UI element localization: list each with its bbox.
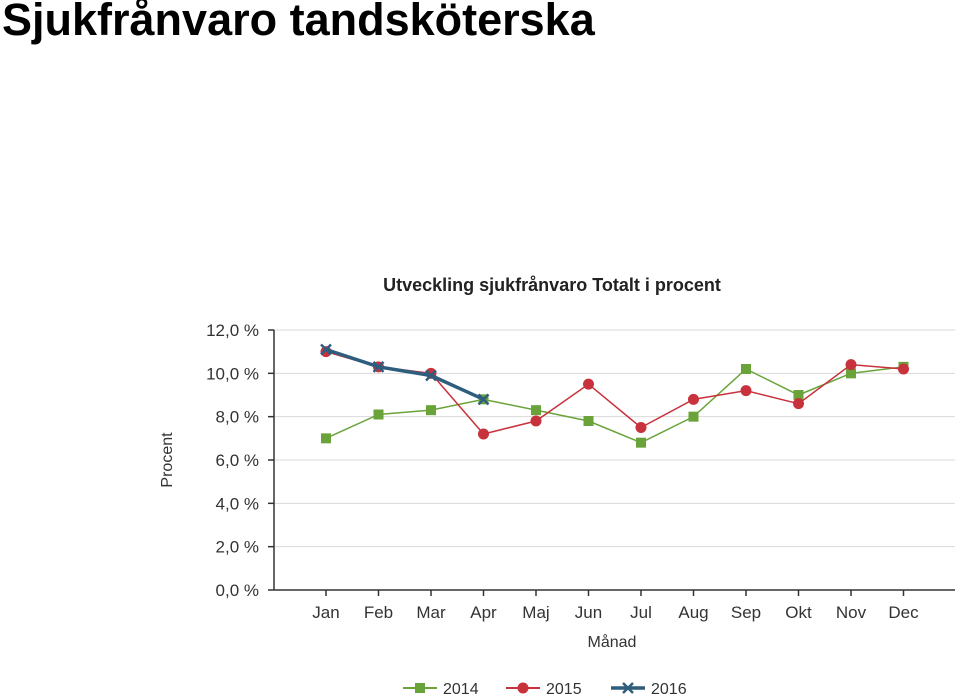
x-tick-label: Dec [888, 603, 919, 622]
x-tick-label: Feb [364, 603, 393, 622]
legend-label: 2016 [651, 681, 687, 695]
series-2014 [321, 361, 909, 448]
x-axis-ticks: Jan Feb Mar Apr Maj Jun Jul Aug Sep Okt Nov Dec [312, 590, 919, 622]
data-point-2015 [478, 428, 489, 440]
legend-item-2016: 2016 [611, 681, 687, 695]
data-point-2015 [530, 415, 542, 427]
y-tick-label: 8,0 % [216, 408, 259, 427]
data-point-2014 [583, 416, 594, 426]
data-point-2014 [793, 390, 804, 400]
legend-item-2015: 2015 [506, 681, 582, 695]
x-tick-label: Sep [731, 603, 761, 622]
x-tick-label: Okt [785, 603, 812, 622]
series-line-2016 [325, 347, 485, 401]
data-point-2015 [898, 363, 909, 375]
grid-lines [274, 329, 955, 548]
data-point-2015 [740, 385, 752, 397]
x-tick-label: Aug [678, 603, 708, 622]
legend-item-2014: 2014 [403, 681, 479, 695]
data-point-2015 [688, 393, 699, 405]
y-tick-label: 4,0 % [216, 494, 259, 513]
x-tick-label: Apr [470, 603, 497, 622]
data-point-2014 [321, 433, 331, 444]
data-point-2015 [583, 378, 594, 390]
legend-marker [415, 683, 425, 693]
data-point-2016 [372, 360, 385, 373]
data-point-2014 [741, 364, 751, 374]
x-tick-label: Nov [836, 603, 867, 622]
data-point-2016 [477, 393, 490, 406]
series-2016 [320, 343, 490, 406]
y-tick-label: 6,0 % [216, 451, 259, 470]
data-point-2014 [846, 368, 856, 379]
data-point-2014 [373, 409, 384, 420]
series-group [320, 343, 909, 448]
data-point-2014 [531, 405, 541, 416]
data-point-2016 [320, 343, 332, 356]
x-tick-label: Maj [522, 603, 549, 622]
data-point-2015 [635, 422, 647, 433]
y-tick-label: 10,0 % [206, 364, 259, 383]
legend-label: 2015 [546, 681, 582, 695]
series-line-2014 [325, 366, 904, 444]
data-point-2014 [636, 437, 646, 448]
legend: 2014 2015 2016 [403, 681, 687, 695]
data-point-2015 [793, 398, 804, 410]
series-2015 [320, 346, 909, 440]
legend-marker [622, 682, 634, 694]
y-tick-label: 0,0 % [216, 581, 259, 600]
y-axis-ticks: 0,0 % 2,0 % 4,0 % 6,0 % 8,0 % 10,0 % 12,0 % [206, 321, 274, 600]
x-tick-label: Jun [575, 603, 602, 622]
data-point-2014 [688, 411, 699, 422]
data-point-2014 [426, 405, 436, 416]
x-axis-label: Månad [588, 633, 637, 651]
series-line-2015 [325, 350, 904, 435]
x-tick-label: Jan [312, 603, 339, 622]
y-tick-label: 12,0 % [206, 321, 259, 340]
y-tick-label: 2,0 % [216, 538, 259, 557]
x-tick-label: Mar [416, 603, 446, 622]
data-point-2015 [845, 359, 857, 371]
legend-label: 2014 [443, 681, 479, 695]
data-point-2016 [425, 369, 437, 382]
x-tick-label: Jul [630, 603, 652, 622]
page-title: Sjukfrånvaro tandsköterska [2, 0, 595, 45]
y-axis-label: Procent [159, 432, 176, 488]
legend-marker [517, 682, 529, 694]
chart-title: Utveckling sjukfrånvaro Totalt i procent [383, 275, 721, 295]
